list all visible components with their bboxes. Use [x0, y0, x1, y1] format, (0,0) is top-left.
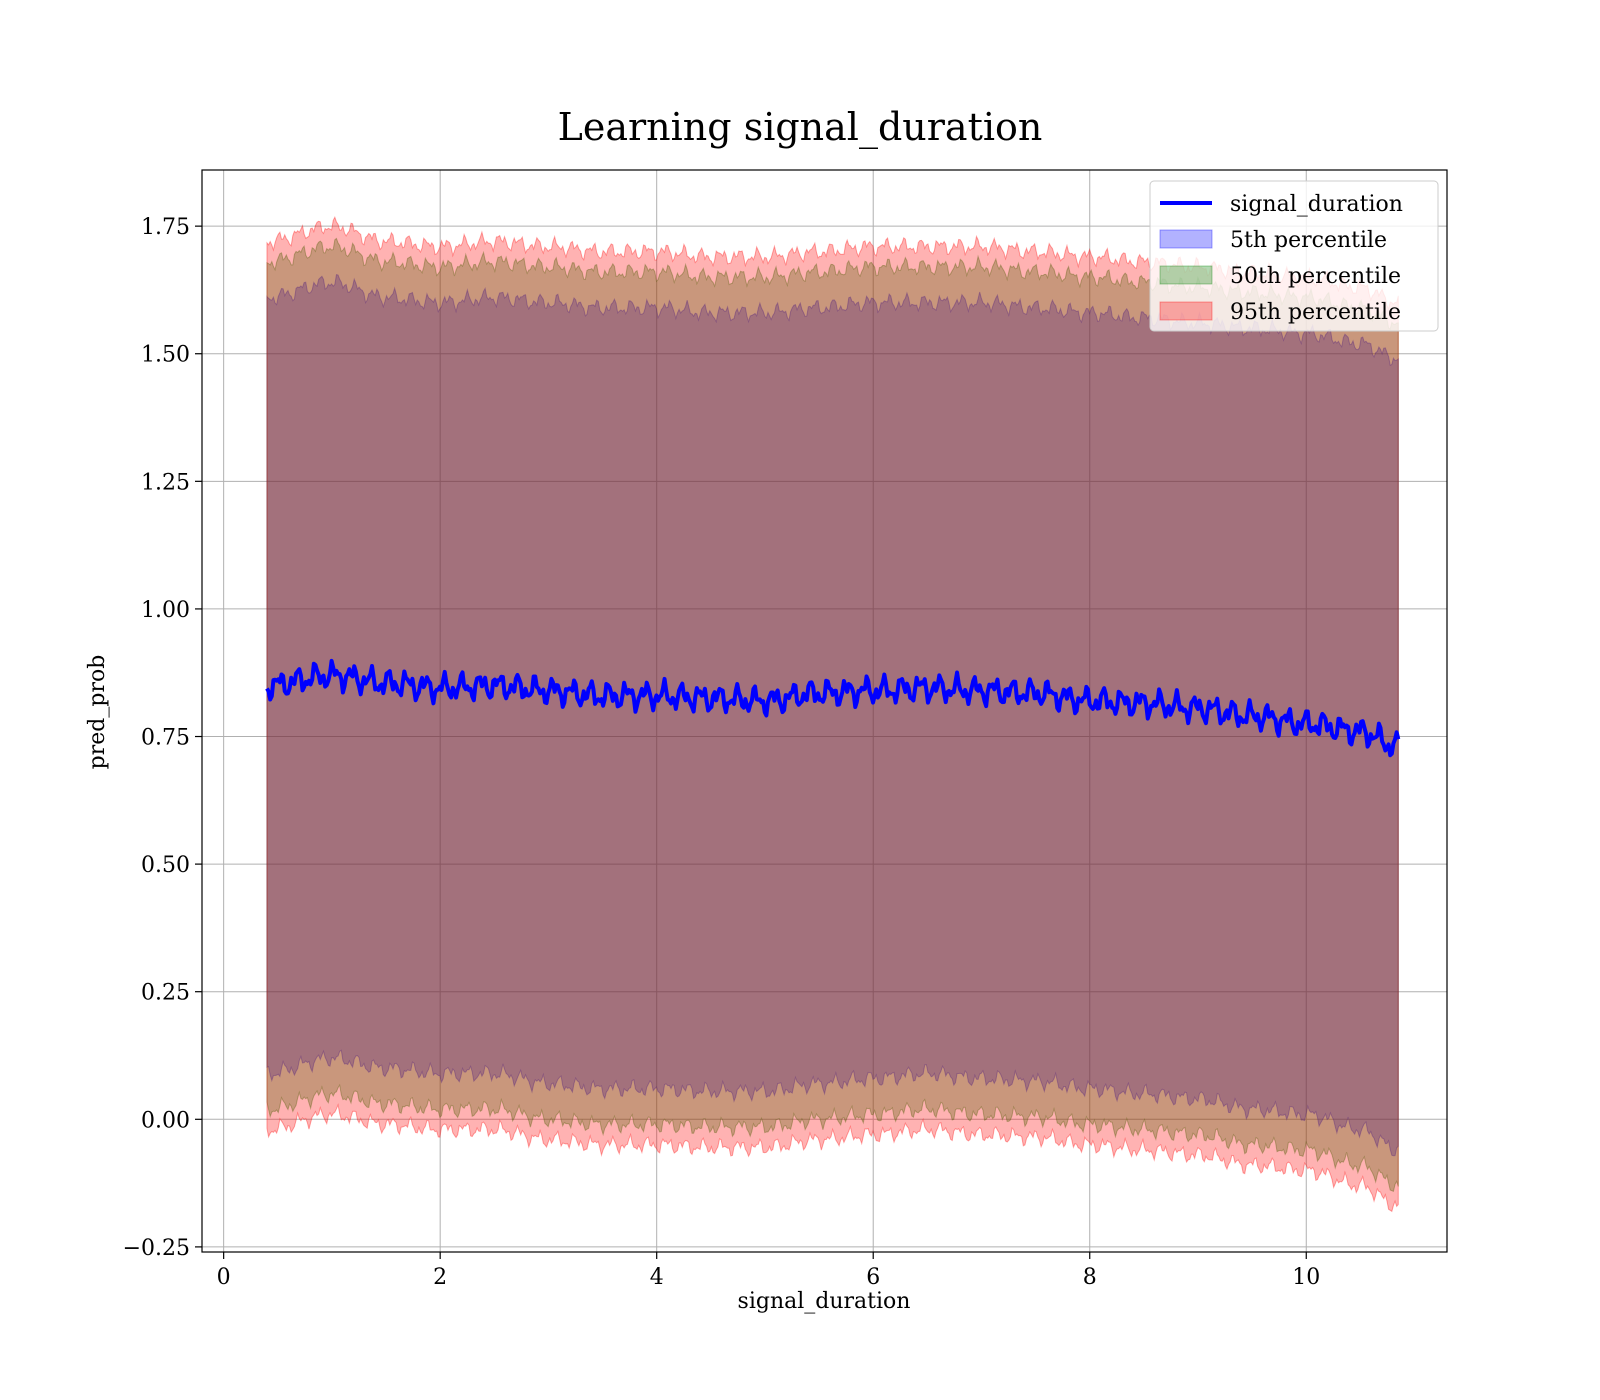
plot-frame — [201, 169, 1448, 1253]
legend-label: 5th percentile — [1230, 228, 1387, 253]
legend: signal_duration 5th percentile 50th percen… — [1149, 180, 1439, 332]
x-tick-label: 6 — [866, 1265, 880, 1290]
x-tick-label: 8 — [1083, 1265, 1097, 1290]
y-tick-label: 0.25 — [141, 981, 190, 1006]
x-axis-label: signal_duration — [738, 1289, 911, 1314]
y-tick-label: 1.25 — [141, 470, 190, 495]
y-tick-label: 1.00 — [141, 598, 190, 623]
legend-label: signal_duration — [1230, 192, 1403, 217]
legend-box — [1149, 180, 1439, 332]
y-axis-label: pred_prob — [85, 655, 110, 770]
y-tick-label: 0.00 — [141, 1108, 190, 1133]
y-tick-label: 1.50 — [141, 343, 190, 368]
band-50th-percentile — [266, 237, 1399, 1193]
y-tick-label: 1.75 — [141, 215, 190, 240]
y-tick-label: 0.75 — [141, 726, 190, 751]
series-line-signal-duration — [265, 658, 1401, 758]
percentile-bands — [266, 216, 1399, 1213]
y-tick-label: 0.50 — [141, 853, 190, 878]
x-tick-label: 10 — [1292, 1265, 1320, 1290]
legend-label: 50th percentile — [1230, 264, 1401, 289]
legend-swatch-band — [1159, 301, 1213, 321]
legend-swatch-band — [1159, 229, 1213, 249]
band-5th-percentile — [266, 274, 1399, 1157]
legend-label: 95th percentile — [1230, 300, 1401, 325]
chart-title: Learning signal_duration — [558, 105, 1043, 150]
legend-swatch-band — [1159, 265, 1213, 285]
axis-ticks: 0 2 4 6 8 10 −0.25 0.00 0.25 0.50 0.75 1.00 1.25 1.50… — [123, 215, 1321, 1290]
x-tick-label: 2 — [433, 1265, 447, 1290]
x-tick-label: 4 — [650, 1265, 664, 1290]
signal-duration-line-layer — [265, 658, 1401, 758]
band-95th-percentile — [266, 216, 1399, 1213]
x-tick-label: 0 — [217, 1265, 231, 1290]
y-tick-label: −0.25 — [123, 1236, 190, 1261]
